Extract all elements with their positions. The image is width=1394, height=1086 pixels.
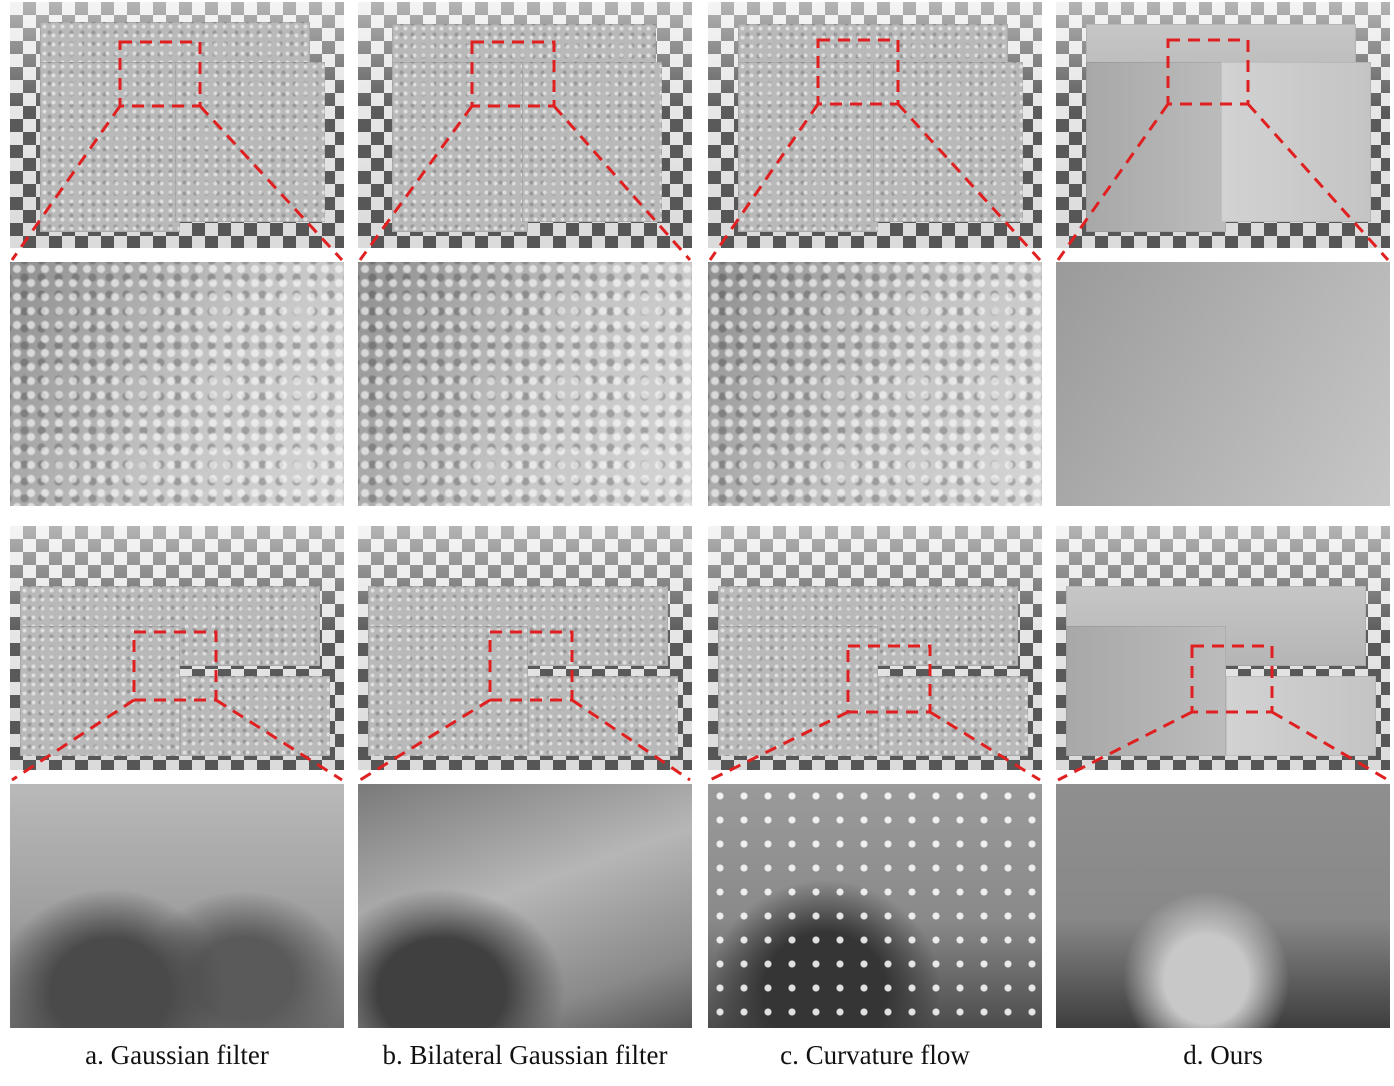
zoom-b-cut-region [358, 784, 692, 1028]
zoom-box-d-top [1166, 38, 1250, 106]
zoom-box-b-top [470, 40, 556, 108]
render-a-cube [10, 2, 344, 248]
cut-front-face [878, 676, 1028, 756]
zoom-line-d-bottom-left [1057, 710, 1193, 782]
caption-b: b. Bilateral Gaussian filter [382, 1040, 668, 1070]
caption-a: a. Gaussian filter [85, 1040, 269, 1070]
zoom-line-c-top-right [896, 102, 1042, 262]
cut-front-face [1226, 676, 1376, 756]
render-b-cube [358, 2, 692, 248]
render-b-cut-cube [358, 526, 692, 770]
render-d-cut-cube [1056, 526, 1390, 770]
cube-left-face [1086, 62, 1226, 232]
zoom-line-b-bottom-left [359, 698, 491, 782]
zoom-box-d-bottom [1190, 644, 1274, 714]
render-a-cut-cube [10, 526, 344, 770]
zoom-line-a-bottom-right [215, 698, 343, 782]
zoom-line-a-top-right [198, 104, 344, 262]
zoom-d-cube-corner [1056, 262, 1390, 506]
cube-left-face [392, 62, 528, 232]
zoom-b-cube-corner [358, 262, 692, 506]
render-c-cut-cube [708, 526, 1042, 770]
render-c-cube [708, 2, 1042, 248]
zoom-box-b-bottom [488, 630, 574, 702]
render-d-cube [1056, 2, 1390, 248]
zoom-line-a-top-left [10, 105, 122, 261]
zoom-line-d-bottom-right [1271, 710, 1389, 782]
zoom-line-d-top-left [1056, 103, 1170, 261]
zoom-line-a-bottom-left [11, 698, 135, 782]
cut-left-wall [20, 626, 180, 756]
zoom-line-d-top-right [1246, 102, 1390, 262]
cube-left-face [738, 62, 878, 232]
zoom-box-c-top [816, 38, 900, 106]
zoom-a-cut-region [10, 784, 344, 1028]
zoom-line-b-top-right [552, 105, 692, 261]
zoom-a-cube-corner [10, 262, 344, 506]
zoom-line-c-bottom-right [929, 710, 1041, 782]
cut-left-wall [368, 626, 528, 756]
zoom-box-a-top [118, 40, 202, 108]
cut-left-wall [718, 626, 878, 756]
zoom-line-b-top-left [358, 105, 474, 261]
cube-left-face [40, 62, 180, 232]
cube-right-face [522, 62, 662, 222]
zoom-line-c-top-left [708, 103, 820, 261]
zoom-c-cube-corner [708, 262, 1042, 506]
zoom-box-a-bottom [132, 630, 218, 702]
cut-front-face [180, 676, 330, 756]
caption-d: d. Ours [1183, 1040, 1263, 1070]
cube-right-face [1221, 62, 1371, 222]
zoom-d-cut-region [1056, 784, 1390, 1028]
zoom-c-cut-region [708, 784, 1042, 1028]
zoom-line-b-bottom-right [571, 698, 691, 782]
zoom-box-c-bottom [846, 644, 932, 714]
caption-c: c. Curvature flow [780, 1040, 970, 1070]
cut-front-face [528, 676, 678, 756]
zoom-line-c-bottom-left [709, 710, 849, 782]
